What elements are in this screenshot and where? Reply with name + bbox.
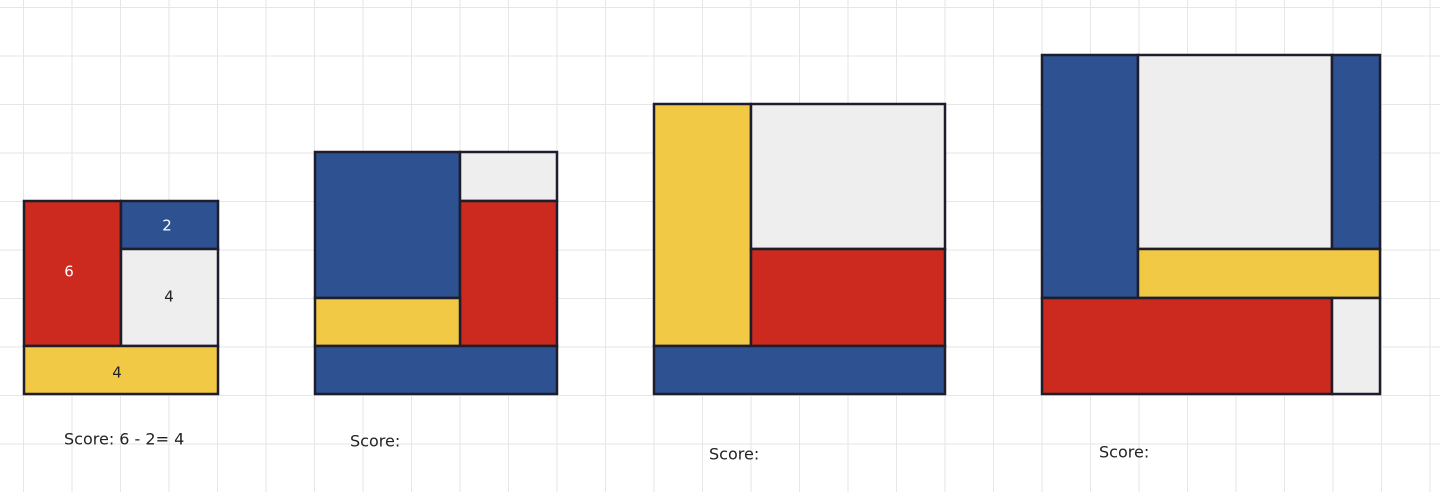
blue-block	[1330, 53, 1382, 251]
yellow-block	[652, 102, 753, 348]
gray-block	[458, 150, 559, 203]
blue-block	[652, 344, 947, 396]
puzzle: 6 2 4 4 Score: 6 - 2= 4	[22, 199, 220, 449]
gray-block	[1330, 296, 1382, 396]
blue-block	[313, 344, 559, 396]
yellow-block	[1136, 247, 1382, 300]
score-text: Score:	[709, 445, 759, 464]
puzzle: Score:	[652, 102, 947, 464]
block-label: 4	[164, 288, 174, 306]
score-text: Score:	[350, 432, 400, 451]
yellow-block	[313, 296, 462, 348]
block-label: 2	[162, 217, 172, 235]
puzzle: Score:	[1040, 53, 1382, 462]
puzzle: Score:	[313, 150, 559, 451]
red-block	[22, 199, 123, 348]
blue-block	[1040, 53, 1140, 300]
yellow-block	[22, 344, 220, 396]
score-text: Score: 6 - 2= 4	[64, 430, 184, 449]
red-block	[749, 247, 947, 348]
red-block	[458, 199, 559, 348]
block-label: 4	[112, 364, 122, 382]
score-text: Score:	[1099, 443, 1149, 462]
block-label: 6	[64, 263, 74, 281]
gray-block	[1136, 53, 1334, 251]
blue-block	[313, 150, 462, 300]
red-block	[1040, 296, 1334, 396]
gray-block	[749, 102, 947, 251]
